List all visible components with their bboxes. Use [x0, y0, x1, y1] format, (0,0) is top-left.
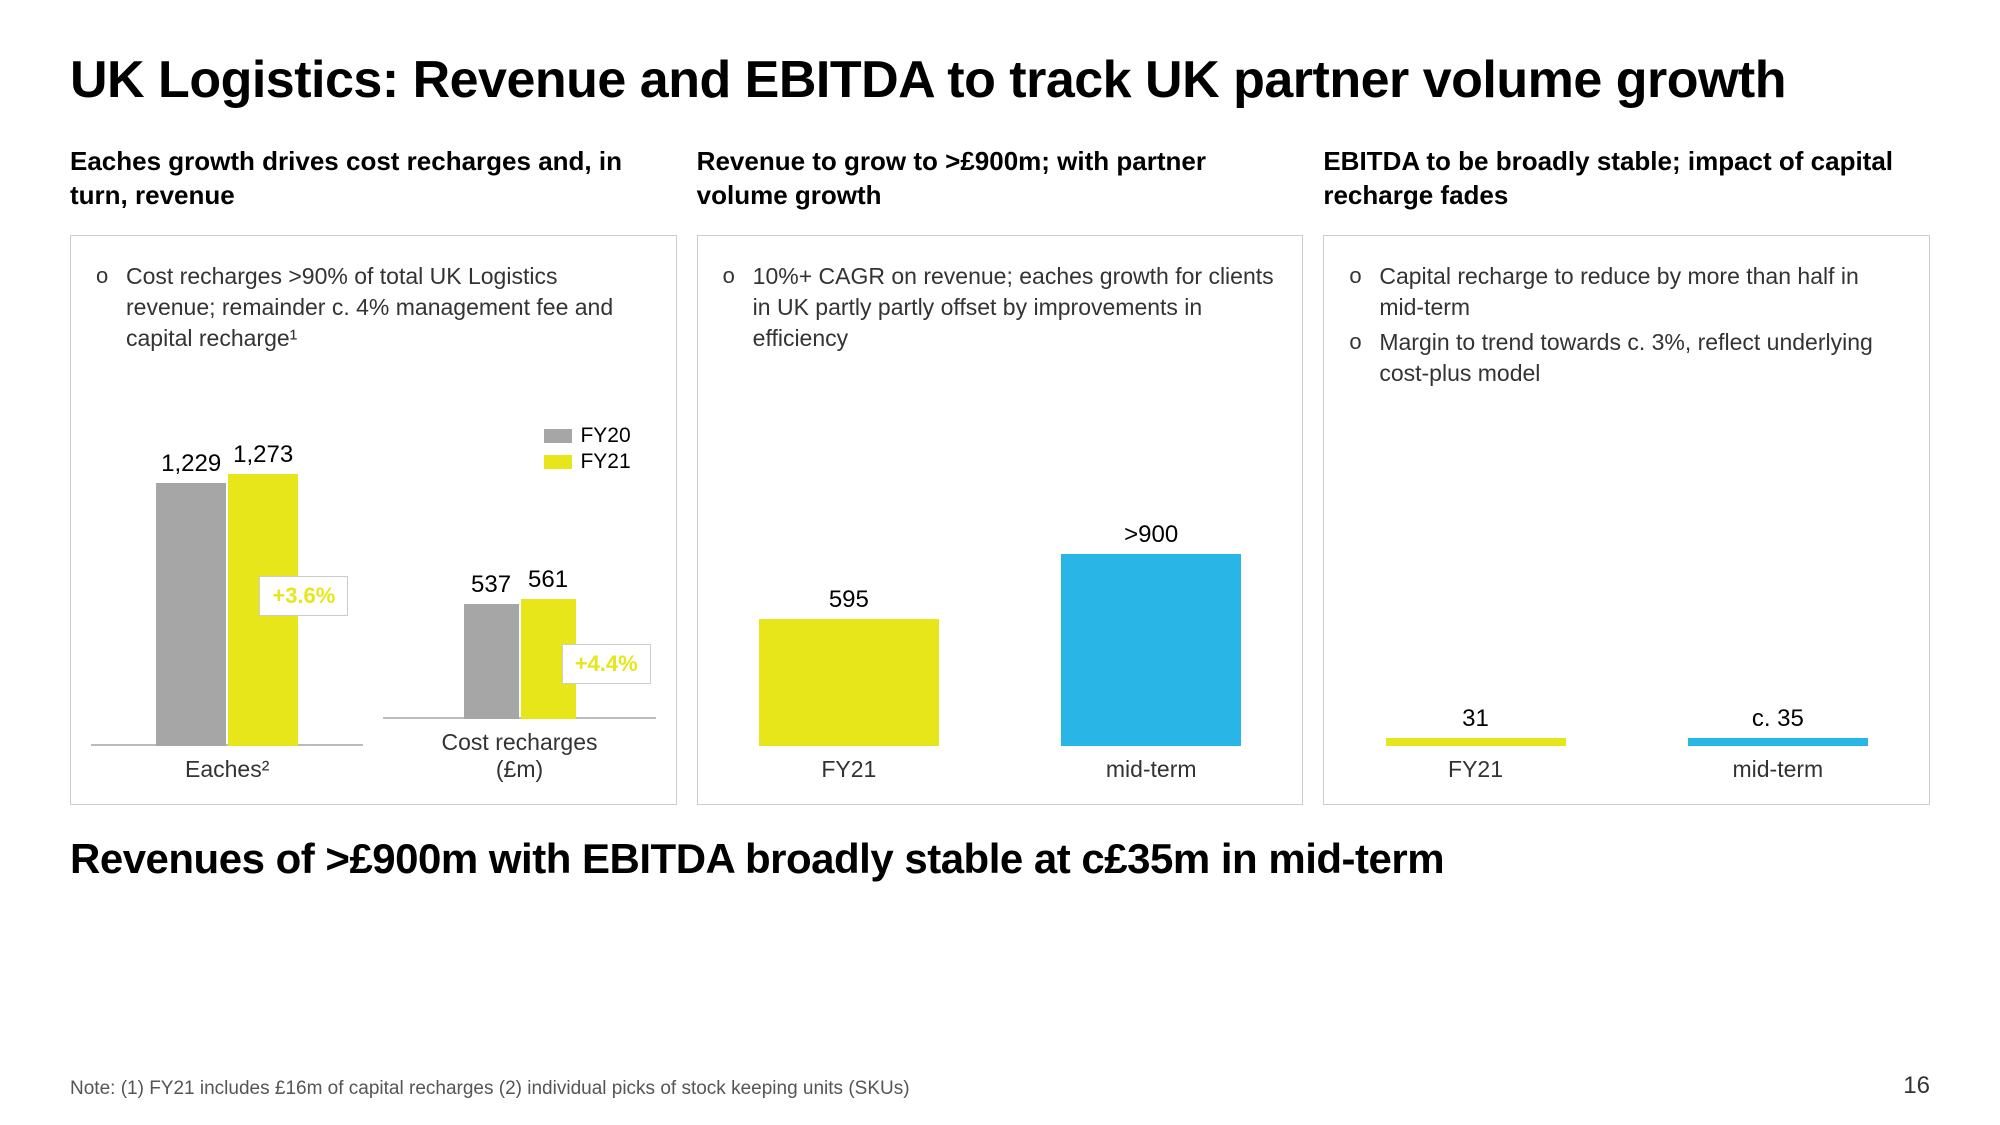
- col1-chart: FY20 FY21 1,2291,273+3.6%Eaches²537561+4…: [96, 424, 651, 784]
- bar-value-label: 595: [829, 586, 869, 614]
- baseline: [383, 717, 655, 719]
- single-bar-zone: >900: [1025, 424, 1277, 746]
- growth-badge: +4.4%: [562, 644, 651, 684]
- summary-text: Revenues of >£900m with EBITDA broadly s…: [70, 835, 1930, 883]
- bar: 595: [759, 619, 939, 747]
- col3-title: EBITDA to be broadly stable; impact of c…: [1323, 145, 1930, 220]
- axis-label: FY21: [1349, 756, 1601, 784]
- pair-group: 537 561 +4.4% Cost recharges (£m): [388, 424, 650, 784]
- axis-label: Cost recharges (£m): [388, 729, 650, 784]
- single-group: 595 FY21: [723, 424, 975, 784]
- col-ebitda: EBITDA to be broadly stable; impact of c…: [1323, 145, 1930, 805]
- bar: 1,229: [156, 483, 226, 746]
- col2-box: 10%+ CAGR on revenue; eaches growth for …: [697, 235, 1304, 805]
- col1-bullets: Cost recharges >90% of total UK Logistic…: [96, 261, 651, 354]
- single-wrap: 31 FY21 c. 35 mid-term: [1349, 424, 1904, 784]
- col3-bullets: Capital recharge to reduce by more than …: [1349, 261, 1904, 389]
- page-title: UK Logistics: Revenue and EBITDA to trac…: [70, 50, 1930, 110]
- bar: 31: [1386, 738, 1566, 746]
- growth-badge: +3.6%: [259, 576, 348, 616]
- col2-chart: 595 FY21 >900 mid-term: [723, 424, 1278, 784]
- col3-chart: 31 FY21 c. 35 mid-term: [1349, 424, 1904, 784]
- col2-title: Revenue to grow to >£900m; with partner …: [697, 145, 1304, 220]
- single-group: c. 35 mid-term: [1652, 424, 1904, 784]
- pair-bars: 537 561 +4.4%: [388, 424, 650, 719]
- col1-box: Cost recharges >90% of total UK Logistic…: [70, 235, 677, 805]
- bullet-item: Capital recharge to reduce by more than …: [1349, 261, 1904, 323]
- single-bar-zone: 31: [1349, 424, 1601, 746]
- axis-label: mid-term: [1025, 756, 1277, 784]
- axis-label: FY21: [723, 756, 975, 784]
- columns: Eaches growth drives cost recharges and,…: [70, 145, 1930, 805]
- bar-value-label: 1,273: [233, 441, 293, 469]
- single-wrap: 595 FY21 >900 mid-term: [723, 424, 1278, 784]
- bar-value-label: c. 35: [1752, 705, 1804, 733]
- axis-label: Eaches²: [96, 756, 358, 784]
- bar-value-label: 537: [471, 571, 511, 599]
- bar-value-label: 561: [528, 566, 568, 594]
- col3-box: Capital recharge to reduce by more than …: [1323, 235, 1930, 805]
- axis-label: mid-term: [1652, 756, 1904, 784]
- bar: >900: [1061, 554, 1241, 747]
- pair-bars: 1,2291,273+3.6%: [96, 424, 358, 746]
- bullet-item: Margin to trend towards c. 3%, reflect u…: [1349, 327, 1904, 389]
- col-eaches: Eaches growth drives cost recharges and,…: [70, 145, 677, 805]
- single-bar-zone: c. 35: [1652, 424, 1904, 746]
- footnote: Note: (1) FY21 includes £16m of capital …: [70, 1078, 910, 1100]
- bar: c. 35: [1688, 738, 1868, 746]
- single-bar-zone: 595: [723, 424, 975, 746]
- bar-value-label: 1,229: [161, 450, 221, 478]
- bullet-item: 10%+ CAGR on revenue; eaches growth for …: [723, 261, 1278, 354]
- page-number: 16: [1903, 1072, 1930, 1100]
- col1-title: Eaches growth drives cost recharges and,…: [70, 145, 677, 220]
- baseline: [91, 744, 363, 746]
- pair-wrap: 1,2291,273+3.6%Eaches²537561+4.4%Cost re…: [96, 424, 651, 784]
- single-group: >900 mid-term: [1025, 424, 1277, 784]
- bullet-item: Cost recharges >90% of total UK Logistic…: [96, 261, 651, 354]
- col2-bullets: 10%+ CAGR on revenue; eaches growth for …: [723, 261, 1278, 354]
- bar: 537: [464, 604, 519, 719]
- bar-value-label: 31: [1462, 705, 1489, 733]
- bar-value-label: >900: [1124, 521, 1178, 549]
- single-group: 31 FY21: [1349, 424, 1601, 784]
- col-revenue: Revenue to grow to >£900m; with partner …: [697, 145, 1304, 805]
- pair-group: 1,2291,273+3.6%Eaches²: [96, 424, 358, 784]
